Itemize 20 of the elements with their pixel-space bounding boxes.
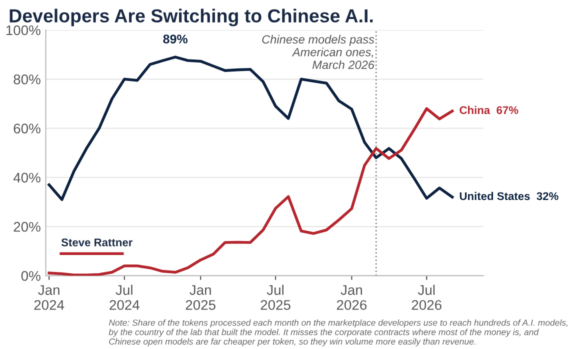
y-tick-label: 0% xyxy=(21,271,40,281)
y-tick-label: 80% xyxy=(14,74,40,84)
ref-line-label: Chinese models pass American ones, March 2026 xyxy=(262,34,374,70)
y-tick-label: 60% xyxy=(14,124,40,134)
x-tick-label: Jan 2025 xyxy=(186,285,216,310)
line-series xyxy=(48,107,454,276)
x-tick-label: Jan 2026 xyxy=(336,285,367,310)
y-tick-label: 20% xyxy=(14,222,40,232)
y-tick-label: 100% xyxy=(6,25,40,36)
text: Note: Share of the tokens processed each month on the marketplace developers use to reach hundreds of A.I. models, by the country of the lab that built the model. It misses the corporate contracts where most of the money is, and Chinese open models are far cheaper per token, so they win volume more easily than revenue. xyxy=(108,319,568,346)
text: China 67% xyxy=(460,106,518,114)
text: United States 32% xyxy=(460,192,558,200)
x-tick-label: Jul 2025 xyxy=(260,284,290,310)
annotation: Steve Rattner xyxy=(61,238,133,246)
x-tick-label: Jul 2024 xyxy=(110,284,140,310)
chart-title: Developers Are Switching to Chinese A.I. xyxy=(10,8,373,26)
x-tick-label: Jan 2024 xyxy=(34,285,64,310)
x-tick-label: Jul 2026 xyxy=(412,284,442,310)
data-label: 89% xyxy=(163,34,188,44)
y-tick-label: 40% xyxy=(13,172,40,183)
